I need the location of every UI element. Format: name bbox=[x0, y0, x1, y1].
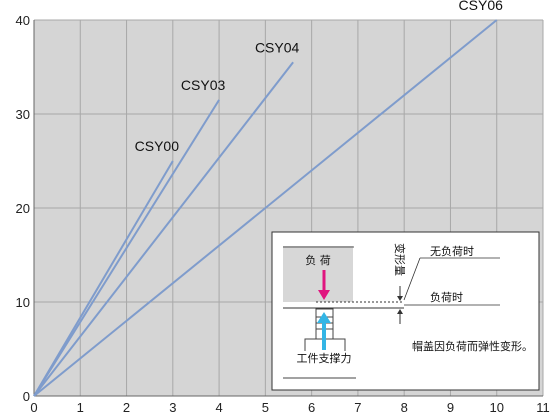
support-label: 工件支撑力 bbox=[297, 351, 352, 365]
y-tick-label: 40 bbox=[16, 13, 30, 28]
no-load-leader bbox=[403, 257, 421, 301]
inset-diagram: 负 荷 工件支撑力 变形量 无负荷时 负荷时 帽盖因负荷而弹性变形。 bbox=[271, 231, 540, 391]
series-lines bbox=[33, 19, 498, 397]
series-label: CSY06 bbox=[459, 0, 504, 13]
y-tick-label: 20 bbox=[16, 201, 30, 216]
y-tick-label: 10 bbox=[16, 295, 30, 310]
under-load-label: 负荷时 bbox=[430, 290, 463, 304]
x-tick-label: 10 bbox=[489, 400, 503, 415]
series-label: CSY04 bbox=[255, 39, 300, 55]
x-tick-label: 7 bbox=[354, 400, 361, 415]
series-line bbox=[33, 19, 498, 397]
series-line bbox=[33, 99, 220, 397]
x-tick-label: 5 bbox=[262, 400, 269, 415]
deformation-arrow-top-head bbox=[397, 296, 403, 301]
inset-note: 帽盖因负荷而弹性变形。 bbox=[412, 339, 533, 353]
y-axis-ticks: 0 10 20 30 40 bbox=[16, 13, 30, 404]
support-label-bg bbox=[292, 351, 356, 366]
x-tick-label: 6 bbox=[308, 400, 315, 415]
no-load-label: 无负荷时 bbox=[430, 244, 474, 258]
x-tick-label: 4 bbox=[215, 400, 222, 415]
series-line bbox=[33, 160, 174, 397]
load-arrow-head bbox=[318, 290, 330, 300]
deformation-arrow-bottom-head bbox=[397, 309, 403, 314]
series-label: CSY03 bbox=[181, 77, 226, 93]
load-box bbox=[283, 246, 353, 302]
x-tick-label: 3 bbox=[169, 400, 176, 415]
x-axis-ticks: 0 1 2 3 4 5 6 7 8 9 10 11 bbox=[30, 400, 549, 415]
x-tick-label: 9 bbox=[447, 400, 454, 415]
series-labels: CSY00 CSY03 CSY04 CSY06 bbox=[135, 0, 503, 154]
x-tick-label: 2 bbox=[123, 400, 130, 415]
y-tick-label: 30 bbox=[16, 107, 30, 122]
load-box-label: 负 荷 bbox=[305, 253, 331, 267]
x-tick-label: 8 bbox=[401, 400, 408, 415]
series-line bbox=[33, 61, 294, 397]
x-tick-label: 11 bbox=[536, 400, 550, 415]
x-tick-label: 0 bbox=[30, 400, 37, 415]
y-tick-label: 0 bbox=[23, 389, 30, 404]
series-label: CSY00 bbox=[135, 138, 180, 154]
deformation-label: 变形量 bbox=[393, 243, 407, 276]
support-arrow-head bbox=[317, 312, 331, 323]
x-tick-label: 1 bbox=[77, 400, 84, 415]
